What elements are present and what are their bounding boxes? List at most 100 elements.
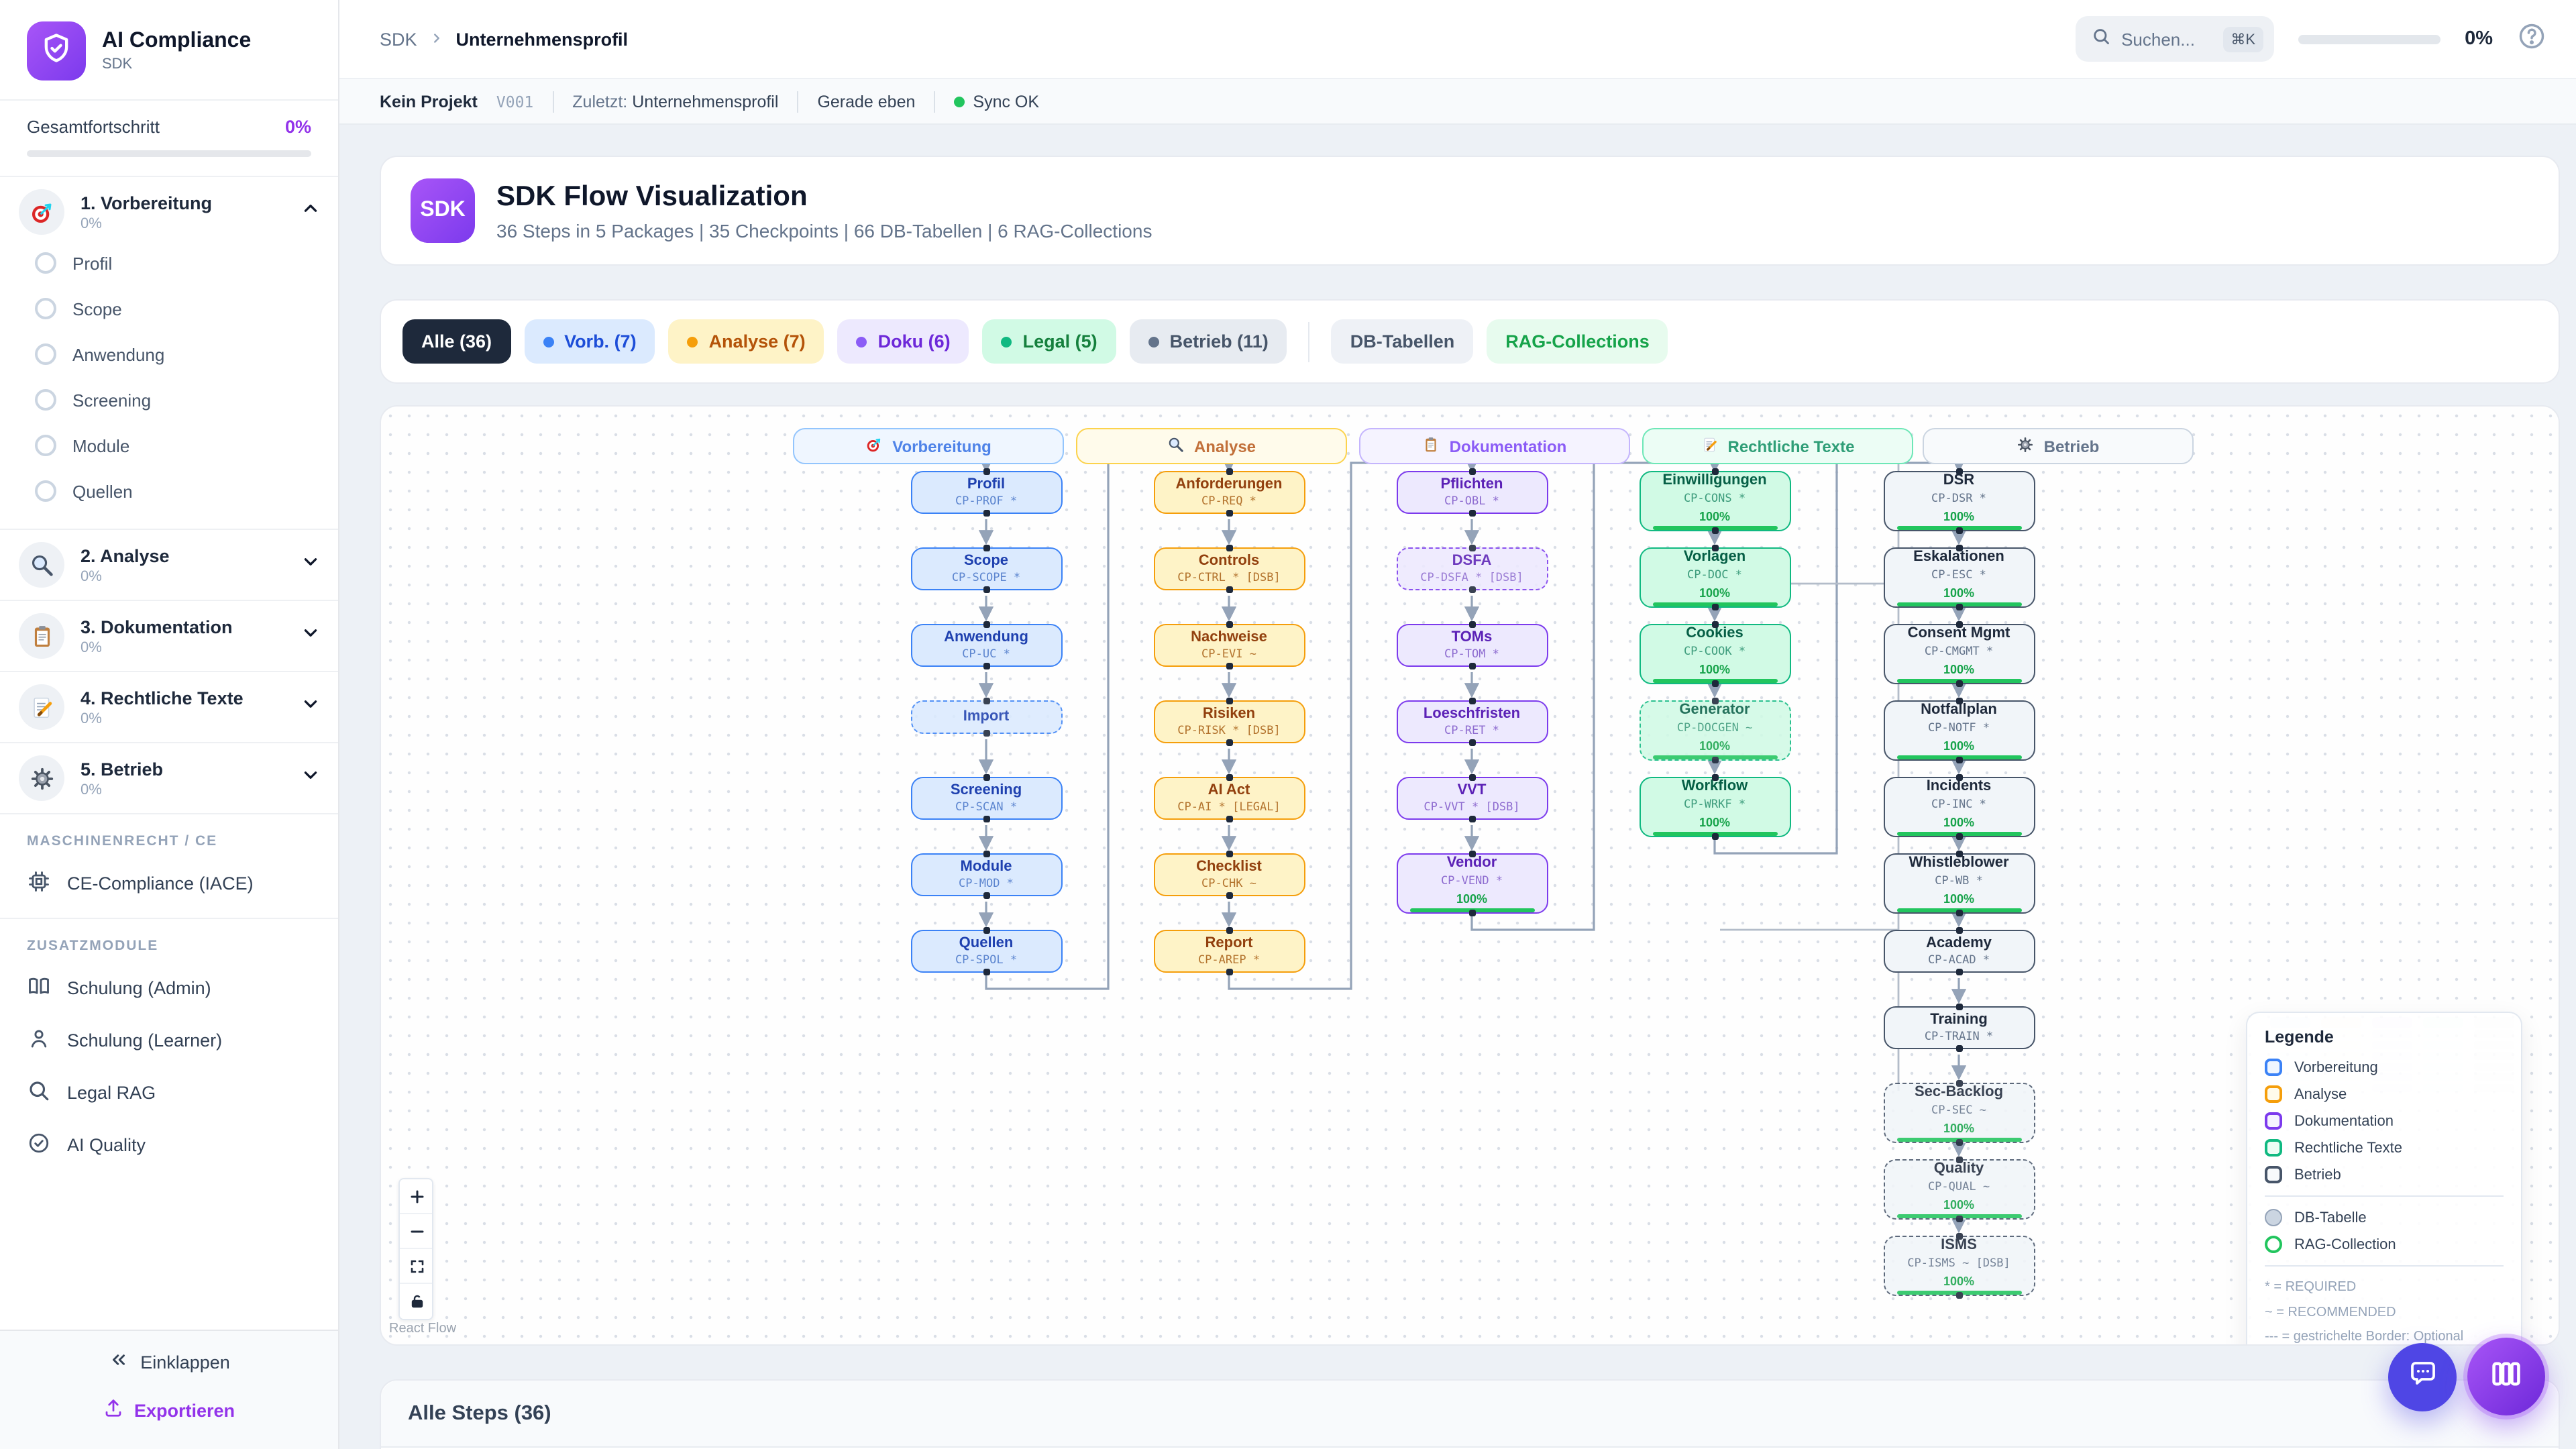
step-node-whistleblower[interactable]: Whistleblower CP-WB * 100% bbox=[1883, 851, 2035, 916]
help-button[interactable] bbox=[2517, 21, 2546, 57]
filter-chip-blue[interactable]: Vorb. (7) bbox=[524, 319, 655, 364]
sidebar-section-header[interactable]: 3. Dokumentation 0% bbox=[19, 613, 319, 659]
package-header-yellow[interactable]: Analyse bbox=[1076, 428, 1347, 464]
sidebar-item-module[interactable]: Module bbox=[19, 423, 319, 468]
divider bbox=[2265, 1195, 2504, 1197]
step-node-generator[interactable]: Generator CP-DOCGEN ~ 100% bbox=[1639, 698, 1790, 763]
step-node-dsfa[interactable]: DSFA CP-DSFA * [DSB] bbox=[1396, 545, 1548, 593]
step-progress-bar bbox=[1652, 831, 1777, 836]
sidebar-item-ai-quality[interactable]: AI Quality bbox=[0, 1119, 338, 1171]
export-button[interactable]: Exportieren bbox=[103, 1398, 235, 1422]
step-node-incidents[interactable]: Incidents CP-INC * 100% bbox=[1883, 774, 2035, 840]
version-badge: V001 bbox=[496, 92, 534, 111]
header-progress-value: 0% bbox=[2465, 28, 2493, 50]
collapse-sidebar-button[interactable]: Einklappen bbox=[108, 1350, 230, 1374]
search-input[interactable]: Suchen... ⌘K bbox=[2076, 16, 2275, 62]
step-code: CP-SCOPE * bbox=[951, 572, 1021, 586]
sdk-badge: SDK bbox=[411, 178, 475, 243]
step-node-checklist[interactable]: Checklist CP-CHK ~ bbox=[1153, 851, 1305, 899]
sidebar-section-header[interactable]: 5. Betrieb 0% bbox=[19, 755, 319, 801]
filter-chip-yellow[interactable]: Analyse (7) bbox=[668, 319, 824, 364]
step-node-cookies[interactable]: Cookies CP-COOK * 100% bbox=[1639, 621, 1790, 687]
step-node-ai-act[interactable]: AI Act CP-AI * [LEGAL] bbox=[1153, 774, 1305, 822]
step-node-training[interactable]: Training CP-TRAIN * bbox=[1883, 1004, 2035, 1052]
package-header-green[interactable]: Rechtliche Texte bbox=[1642, 428, 1913, 464]
step-node-eskalationen[interactable]: Eskalationen CP-ESC * 100% bbox=[1883, 545, 2035, 610]
zoom-in-button[interactable] bbox=[400, 1179, 432, 1214]
step-code: CP-SCAN * bbox=[955, 801, 1018, 815]
step-node-quellen[interactable]: Quellen CP-SPOL * bbox=[910, 927, 1062, 975]
step-progress-value: 100% bbox=[1699, 586, 1731, 600]
flow-canvas[interactable]: Vorbereitung Profil CP-PROF * Scope CP-SCOPE… bbox=[380, 405, 2560, 1346]
sidebar-item-profil[interactable]: Profil bbox=[19, 240, 319, 286]
columns-panel-button[interactable] bbox=[2467, 1338, 2545, 1415]
extra-group-label: ZUSATZMODULE bbox=[27, 938, 159, 954]
step-node-vorlagen[interactable]: Vorlagen CP-DOC * 100% bbox=[1639, 545, 1790, 610]
sidebar-item-legal-rag[interactable]: Legal RAG bbox=[0, 1067, 338, 1119]
filter-dot bbox=[856, 336, 867, 347]
step-node-dsr[interactable]: DSR CP-DSR * 100% bbox=[1883, 468, 2035, 534]
filter-chip-db-tabellen[interactable]: DB-Tabellen bbox=[1331, 319, 1474, 364]
fit-view-button[interactable] bbox=[400, 1249, 432, 1284]
step-node-academy[interactable]: Academy CP-ACAD * bbox=[1883, 927, 2035, 975]
step-node-quality[interactable]: Quality CP-QUAL ~ 100% bbox=[1883, 1157, 2035, 1222]
step-node-workflow[interactable]: Workflow CP-WRKF * 100% bbox=[1639, 774, 1790, 840]
step-node-vvt[interactable]: VVT CP-VVT * [DSB] bbox=[1396, 774, 1548, 822]
sidebar-item-screening[interactable]: Screening bbox=[19, 377, 319, 423]
step-node-anwendung[interactable]: Anwendung CP-UC * bbox=[910, 621, 1062, 669]
sidebar-section-header[interactable]: 1. Vorbereitung 0% bbox=[19, 189, 319, 235]
step-node-module[interactable]: Module CP-MOD * bbox=[910, 851, 1062, 899]
target-icon bbox=[865, 435, 883, 457]
search-shortcut-kbd: ⌘K bbox=[2222, 26, 2264, 52]
app-subtitle: SDK bbox=[102, 56, 133, 72]
filter-chip-green[interactable]: Legal (5) bbox=[982, 319, 1116, 364]
step-node-sec-backlog[interactable]: Sec-Backlog CP-SEC ~ 100% bbox=[1883, 1080, 2035, 1146]
sidebar: AI Compliance SDK Gesamtfortschritt 0% 1… bbox=[0, 0, 339, 1449]
step-label: Report bbox=[1205, 934, 1253, 951]
sidebar-item-schulung-learner-[interactable]: Schulung (Learner) bbox=[0, 1014, 338, 1067]
package-header-purple[interactable]: Dokumentation bbox=[1359, 428, 1630, 464]
zoom-out-button[interactable] bbox=[400, 1214, 432, 1249]
step-node-controls[interactable]: Controls CP-CTRL * [DSB] bbox=[1153, 545, 1305, 593]
step-node-anforderungen[interactable]: Anforderungen CP-REQ * bbox=[1153, 468, 1305, 517]
step-node-report[interactable]: Report CP-AREP * bbox=[1153, 927, 1305, 975]
step-node-notfallplan[interactable]: Notfallplan CP-NOTF * 100% bbox=[1883, 698, 2035, 763]
step-progress-value: 100% bbox=[1943, 586, 1975, 600]
step-node-risiken[interactable]: Risiken CP-RISK * [DSB] bbox=[1153, 698, 1305, 746]
step-node-toms[interactable]: TOMs CP-TOM * bbox=[1396, 621, 1548, 669]
item-label: Profil bbox=[72, 253, 113, 273]
clipboard-icon bbox=[19, 613, 64, 659]
breadcrumb-root[interactable]: SDK bbox=[380, 29, 417, 49]
sidebar-section-header[interactable]: 2. Analyse 0% bbox=[19, 542, 319, 588]
step-node-nachweise[interactable]: Nachweise CP-EVI ~ bbox=[1153, 621, 1305, 669]
step-code: CP-NOTF * bbox=[1927, 721, 1990, 735]
step-node-vendor[interactable]: Vendor CP-VEND * 100% bbox=[1396, 851, 1548, 916]
step-node-loeschfristen[interactable]: Loeschfristen CP-RET * bbox=[1396, 698, 1548, 746]
filter-chip-all[interactable]: Alle (36) bbox=[402, 319, 511, 364]
step-node-pflichten[interactable]: Pflichten CP-OBL * bbox=[1396, 468, 1548, 517]
step-label: Profil bbox=[967, 476, 1006, 492]
step-node-scope[interactable]: Scope CP-SCOPE * bbox=[910, 545, 1062, 593]
step-node-profil[interactable]: Profil CP-PROF * bbox=[910, 468, 1062, 517]
step-node-einwilligungen[interactable]: Einwilligungen CP-CONS * 100% bbox=[1639, 468, 1790, 534]
legend-note-recommended: ~ = RECOMMENDED bbox=[2265, 1305, 2396, 1320]
step-node-consent-mgmt[interactable]: Consent Mgmt CP-CMGMT * 100% bbox=[1883, 621, 2035, 687]
filter-chip-gray[interactable]: Betrieb (11) bbox=[1129, 319, 1287, 364]
sidebar-item-quellen[interactable]: Quellen bbox=[19, 468, 319, 514]
sidebar-item-ce-compliance[interactable]: CE-Compliance (IACE) bbox=[0, 857, 338, 910]
chat-button[interactable] bbox=[2388, 1343, 2457, 1411]
package-header-blue[interactable]: Vorbereitung bbox=[793, 428, 1064, 464]
step-node-isms[interactable]: ISMS CP-ISMS ~ [DSB] 100% bbox=[1883, 1233, 2035, 1299]
package-header-gray[interactable]: Betrieb bbox=[1923, 428, 2194, 464]
sidebar-item-scope[interactable]: Scope bbox=[19, 286, 319, 331]
filter-chip-rag-collections[interactable]: RAG-Collections bbox=[1487, 319, 1668, 364]
lock-toggle-button[interactable] bbox=[400, 1284, 432, 1319]
search-icon bbox=[2092, 26, 2110, 52]
step-node-screening[interactable]: Screening CP-SCAN * bbox=[910, 774, 1062, 822]
step-radio bbox=[35, 298, 56, 319]
sidebar-item-anwendung[interactable]: Anwendung bbox=[19, 331, 319, 377]
filter-chip-purple[interactable]: Doku (6) bbox=[837, 319, 969, 364]
sidebar-item-schulung-admin-[interactable]: Schulung (Admin) bbox=[0, 962, 338, 1014]
step-node-import[interactable]: Import bbox=[910, 698, 1062, 737]
sidebar-section-header[interactable]: 4. Rechtliche Texte 0% bbox=[19, 684, 319, 730]
